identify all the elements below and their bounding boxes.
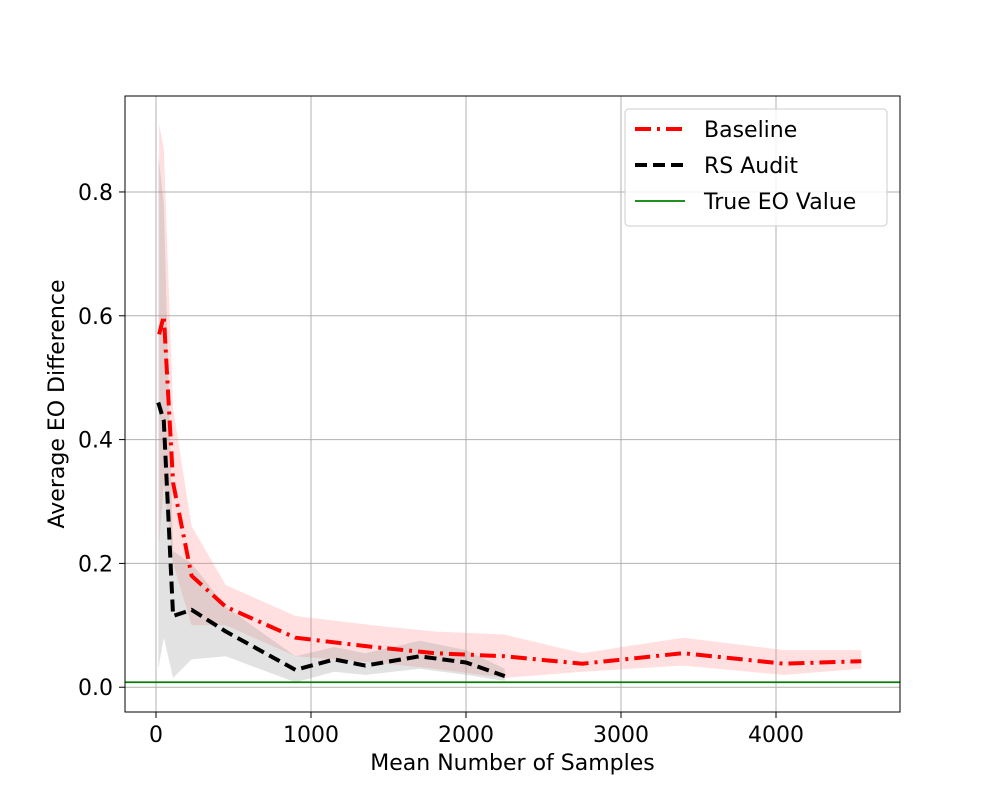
plot-frame <box>124 95 901 713</box>
y-tick-label: 0.0 <box>78 676 113 701</box>
baseline-band <box>159 123 862 678</box>
legend-label-baseline: Baseline <box>704 118 797 143</box>
legend-label-rs-audit: RS Audit <box>704 154 798 179</box>
legend: Baseline RS Audit True EO Value <box>624 108 888 227</box>
x-tick-label: 2000 <box>438 723 494 748</box>
x-tick-label: 3000 <box>593 723 649 748</box>
rs-audit-band <box>158 154 505 683</box>
ticks: 0 1000 2000 3000 4000 0.0 0.2 0.4 0.6 0.8 <box>78 181 804 748</box>
x-axis-label: Mean Number of Samples <box>370 751 654 776</box>
x-tick-label: 0 <box>149 723 163 748</box>
x-tick-label: 1000 <box>283 723 339 748</box>
legend-label-true-eo-value: True EO Value <box>703 190 856 215</box>
rs-audit-line <box>156 401 506 678</box>
y-tick-label: 0.6 <box>78 305 113 330</box>
y-tick-label: 0.4 <box>78 429 113 454</box>
x-tick-label: 4000 <box>748 723 804 748</box>
legend-box <box>624 108 888 227</box>
y-axis-label: Average EO Difference <box>45 280 70 529</box>
y-tick-label: 0.8 <box>78 181 113 206</box>
confidence-bands <box>158 123 862 683</box>
y-tick-label: 0.2 <box>78 552 113 577</box>
series-lines <box>125 313 900 684</box>
baseline-line <box>157 313 862 666</box>
